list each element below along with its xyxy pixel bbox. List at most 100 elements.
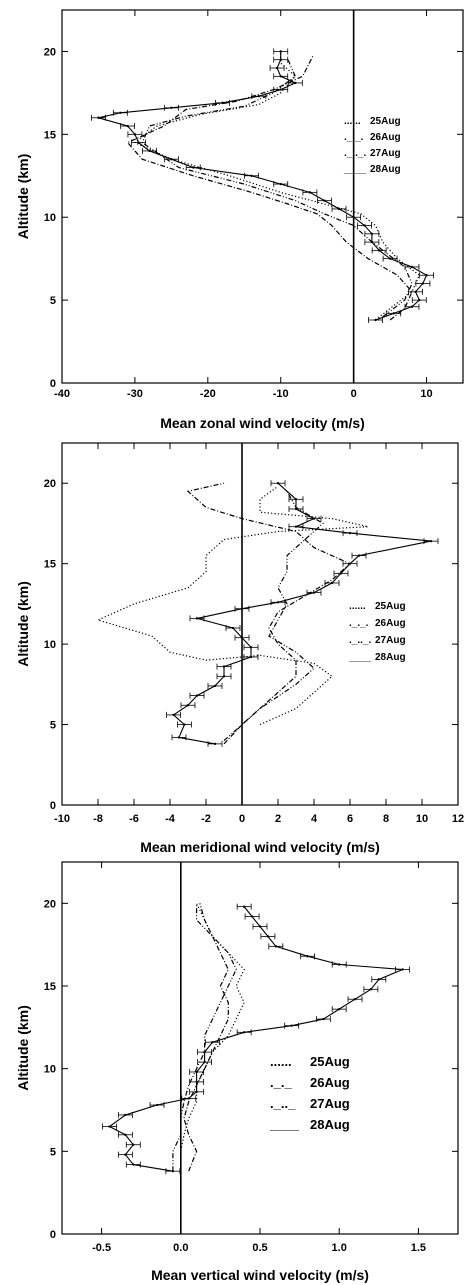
data-point [195,1090,198,1094]
legend-label: 25Aug [375,601,406,612]
data-point [187,1097,190,1100]
data-point [211,1041,214,1044]
x-tick-label: -10 [273,388,289,400]
legend-label: 27Aug [370,148,401,159]
data-point [429,539,433,543]
x-tick-label: -6 [129,813,139,825]
legend-label: 26Aug [310,1075,350,1090]
legend-label: 26Aug [370,132,401,143]
data-point [312,591,316,594]
y-tick-label: 0 [50,378,56,390]
data-point [306,955,309,958]
data-point [348,531,352,535]
y-tick-label: 5 [50,720,56,732]
y-tick-label: 15 [44,559,56,571]
x-tick-label: 10 [416,813,428,825]
legend-marker: ._.._. [349,635,371,646]
series-line-27Aug [223,491,325,742]
data-point [155,1103,159,1107]
data-point [377,249,381,252]
series-line-28Aug [98,51,428,321]
data-point [192,166,195,169]
data-point [421,282,425,285]
x-tick-label: 0.0 [173,1242,188,1254]
data-point [231,626,235,630]
series-line-25Aug [96,485,369,726]
data-point [240,636,244,639]
data-point [418,298,421,302]
x-tick-label: -30 [127,388,143,400]
data-point [279,88,282,91]
data-point [257,95,261,98]
y-tick-label: 20 [44,478,56,490]
y-tick-label: 10 [44,1064,56,1076]
data-point [124,1113,127,1117]
data-point [279,58,282,61]
x-tick-label: 4 [311,813,318,825]
data-point [249,655,253,659]
data-point [353,998,357,1001]
data-point [276,482,280,485]
data-point [337,207,341,211]
y-tick-label: 0 [50,1229,56,1241]
series-line-27Aug [172,903,237,1172]
series-line-26Aug [183,903,229,1172]
data-point [132,1163,135,1166]
data-point [124,1153,127,1156]
legend-label: 28Aug [370,164,401,175]
data-point [410,305,414,308]
data-point [242,1031,246,1034]
data-point [177,736,181,739]
data-point [370,232,374,235]
legend-marker: ._.._. [344,148,366,159]
y-tick-label: 20 [44,898,56,910]
legend-marker: ...... [349,601,366,612]
data-point [410,265,414,269]
data-point [290,1024,293,1027]
series-line-28Aug [108,906,403,1172]
x-tick-label: -8 [93,813,103,825]
legend-label: 28Aug [310,1117,350,1132]
data-point [222,665,226,668]
x-tick-label: 6 [347,813,353,825]
y-axis-label: Altitude (km) [15,1005,31,1091]
data-point [186,704,190,707]
legend-marker: ____ [348,652,372,663]
data-point [133,133,137,136]
legend-marker: ._._. [349,618,369,629]
data-point [183,723,186,726]
chart-panel-vertical: -0.5 0.0 0.5 1.0 1.5 0 5 10 15 20 Mean vertical wi… [15,861,459,1283]
plot-frame [61,861,459,1235]
data-point [348,562,352,565]
series-line-27Aug [141,59,413,318]
legend-marker: ._.._ [270,1096,296,1111]
data-point [213,742,217,746]
data-point [171,1169,175,1173]
data-point [240,607,244,610]
x-tick-label: -10 [54,813,70,825]
data-point [323,199,326,202]
data-point [274,945,278,948]
data-point [195,694,199,697]
data-point [222,675,226,678]
data-point [221,101,224,105]
x-tick-label: 8 [383,813,389,825]
x-tick-label: -4 [165,813,176,825]
x-tick-label: 10 [420,388,432,400]
x-tick-label: 0.5 [252,1242,267,1254]
legend-label: 25Aug [370,116,401,127]
x-tick-label: -2 [201,813,211,825]
data-point [357,554,361,557]
data-point [308,191,312,194]
x-tick-label: 2 [275,813,281,825]
y-tick-label: 15 [44,129,56,141]
chart-panel-zonal: -40 -30 -20 -10 0 10 0 5 10 15 20 Mean zonal wind v… [15,9,464,431]
legend-marker: ____ [343,164,367,175]
y-tick-label: 5 [50,295,56,307]
data-point [363,224,366,227]
data-point [170,106,173,110]
legend-marker: ._._. [344,132,364,143]
data-point [377,978,380,981]
y-tick-label: 10 [44,212,56,224]
